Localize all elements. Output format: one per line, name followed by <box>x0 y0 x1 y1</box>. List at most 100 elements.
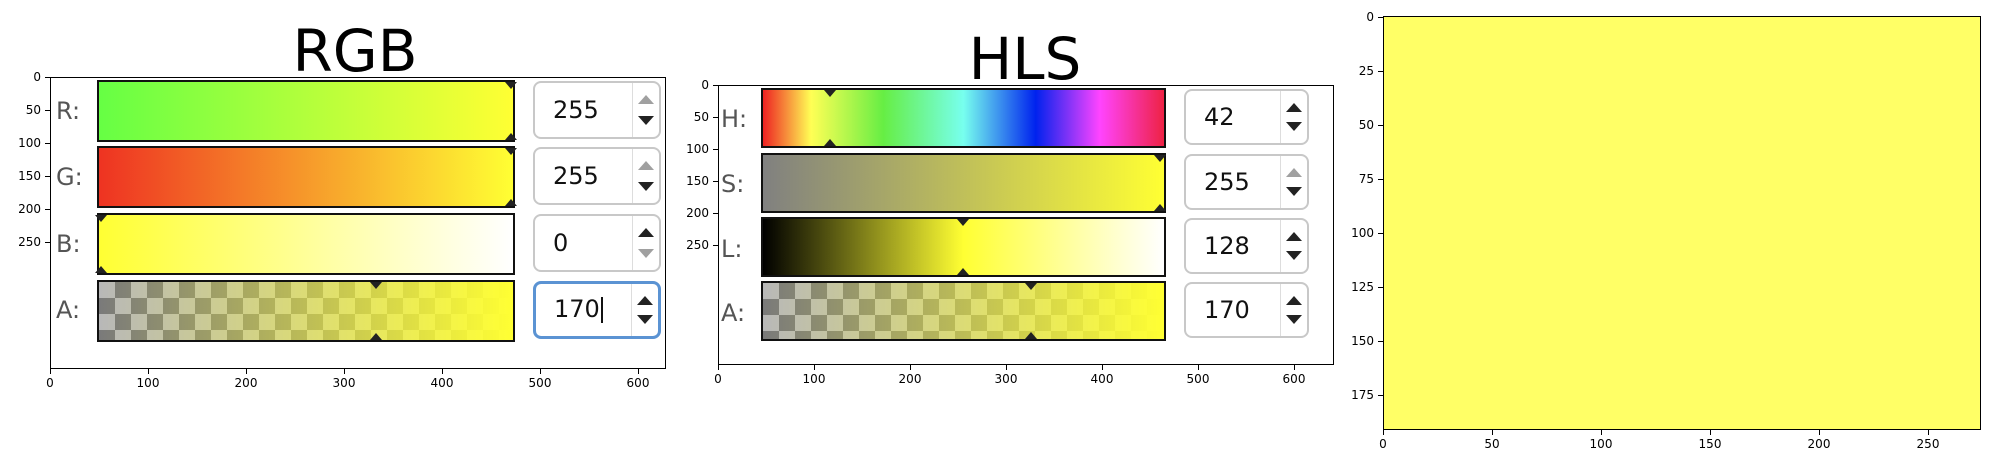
rgb-ytick-label: 0 <box>1 71 41 83</box>
spin-up-icon[interactable] <box>1286 168 1302 177</box>
spin-down-icon[interactable] <box>1286 122 1302 131</box>
slider-handle-top-icon[interactable] <box>957 219 969 226</box>
slider-handle-top-icon[interactable] <box>824 90 836 97</box>
spin-down-icon[interactable] <box>638 116 654 125</box>
rgb-b-slider[interactable] <box>97 213 515 275</box>
slider-handle-top-icon[interactable] <box>1154 155 1166 162</box>
hls-ytick-mark <box>713 149 718 150</box>
hls-ytick-mark <box>713 213 718 214</box>
hls-a-slider[interactable] <box>761 281 1166 341</box>
hls-a-value[interactable]: 170 <box>1204 298 1250 322</box>
rgb-xtick-mark <box>50 369 51 374</box>
preview-ytick-label: 75 <box>1334 173 1374 185</box>
slider-handle-top-icon[interactable] <box>370 282 382 289</box>
spin-up-icon[interactable] <box>638 95 654 104</box>
rgb-xtick-mark <box>442 369 443 374</box>
hls-s-spinbox[interactable]: 255 <box>1184 154 1309 210</box>
spin-up-icon[interactable] <box>638 228 654 237</box>
rgb-a-spinbox[interactable]: 170 <box>533 281 661 339</box>
rgb-r-slider[interactable] <box>97 80 515 142</box>
hls-label-a: A: <box>721 301 745 325</box>
rgb-xtick-label: 400 <box>431 377 454 389</box>
hls-l-slider[interactable] <box>761 217 1166 277</box>
spin-down-icon[interactable] <box>1286 315 1302 324</box>
hls-ytick-label: 150 <box>669 175 709 187</box>
rgb-b-spinbox[interactable]: 0 <box>533 214 661 272</box>
spin-up-icon[interactable] <box>1286 296 1302 305</box>
preview-ytick-mark <box>1378 341 1383 342</box>
slider-handle-bottom-icon[interactable] <box>505 199 517 206</box>
rgb-r-spinbox[interactable]: 255 <box>533 81 661 139</box>
spin-up-icon[interactable] <box>1286 232 1302 241</box>
hls-s-value[interactable]: 255 <box>1204 170 1250 194</box>
rgb-ytick-mark <box>45 77 50 78</box>
rgb-ytick-mark <box>45 143 50 144</box>
hls-h-slider[interactable] <box>761 88 1166 148</box>
slider-handle-bottom-icon[interactable] <box>1154 204 1166 211</box>
hls-xtick-label: 400 <box>1091 373 1114 385</box>
hls-label-s: S: <box>721 172 744 196</box>
hls-ytick-mark <box>713 117 718 118</box>
hls-h-spinbox[interactable]: 42 <box>1184 89 1309 145</box>
slider-handle-bottom-icon[interactable] <box>824 139 836 146</box>
slider-handle-bottom-icon[interactable] <box>370 333 382 340</box>
spin-down-icon[interactable] <box>638 249 654 258</box>
hls-l-spinbox[interactable]: 128 <box>1184 218 1309 274</box>
rgb-xtick-label: 0 <box>46 377 54 389</box>
hls-h-value[interactable]: 42 <box>1204 105 1235 129</box>
rgb-xtick-label: 500 <box>529 377 552 389</box>
preview-xtick-label: 150 <box>1699 438 1722 450</box>
spin-up-icon[interactable] <box>637 296 653 305</box>
hls-xtick-mark <box>1294 365 1295 370</box>
hls-xtick-mark <box>1006 365 1007 370</box>
slider-handle-top-icon[interactable] <box>505 82 517 89</box>
spin-up-icon[interactable] <box>1286 103 1302 112</box>
rgb-a-value[interactable]: 170 <box>554 297 603 323</box>
preview-ytick-label: 125 <box>1334 281 1374 293</box>
preview-ytick-label: 25 <box>1334 65 1374 77</box>
hls-xtick-label: 300 <box>995 373 1018 385</box>
spin-down-icon[interactable] <box>637 315 653 324</box>
preview-xtick-mark <box>1492 430 1493 435</box>
preview-xtick-label: 250 <box>1917 438 1940 450</box>
spin-down-icon[interactable] <box>638 182 654 191</box>
rgb-g-spinbox[interactable]: 255 <box>533 147 661 205</box>
preview-ytick-mark <box>1378 17 1383 18</box>
hls-s-slider[interactable] <box>761 153 1166 213</box>
hls-xtick-label: 500 <box>1187 373 1210 385</box>
rgb-title: RGB <box>292 22 417 80</box>
slider-handle-top-icon[interactable] <box>1025 283 1037 290</box>
preview-ytick-mark <box>1378 125 1383 126</box>
rgb-xtick-label: 200 <box>235 377 258 389</box>
spin-down-icon[interactable] <box>1286 251 1302 260</box>
slider-handle-bottom-icon[interactable] <box>505 133 517 140</box>
rgb-xtick-label: 300 <box>333 377 356 389</box>
preview-ytick-mark <box>1378 233 1383 234</box>
hls-xtick-label: 100 <box>803 373 826 385</box>
slider-handle-bottom-icon[interactable] <box>957 268 969 275</box>
hls-ytick-label: 100 <box>669 143 709 155</box>
rgb-r-value[interactable]: 255 <box>553 98 599 122</box>
hls-a-spinbox[interactable]: 170 <box>1184 282 1309 338</box>
hls-xtick-mark <box>718 365 719 370</box>
slider-handle-bottom-icon[interactable] <box>1025 332 1037 339</box>
rgb-label-b: B: <box>56 232 81 256</box>
rgb-ytick-label: 200 <box>1 203 41 215</box>
hls-l-value[interactable]: 128 <box>1204 234 1250 258</box>
preview-xtick-label: 50 <box>1484 438 1499 450</box>
rgb-xtick-label: 600 <box>627 377 650 389</box>
hls-xtick-label: 200 <box>899 373 922 385</box>
rgb-a-slider[interactable] <box>97 280 515 342</box>
spin-up-icon[interactable] <box>638 161 654 170</box>
slider-handle-top-icon[interactable] <box>505 148 517 155</box>
hls-ytick-label: 0 <box>669 79 709 91</box>
rgb-g-value[interactable]: 255 <box>553 164 599 188</box>
spin-down-icon[interactable] <box>1286 187 1302 196</box>
rgb-b-value[interactable]: 0 <box>553 231 568 255</box>
preview-ytick-mark <box>1378 71 1383 72</box>
rgb-g-slider[interactable] <box>97 146 515 208</box>
rgb-xtick-mark <box>148 369 149 374</box>
slider-handle-top-icon[interactable] <box>95 215 107 222</box>
slider-handle-bottom-icon[interactable] <box>95 266 107 273</box>
rgb-ytick-mark <box>45 176 50 177</box>
